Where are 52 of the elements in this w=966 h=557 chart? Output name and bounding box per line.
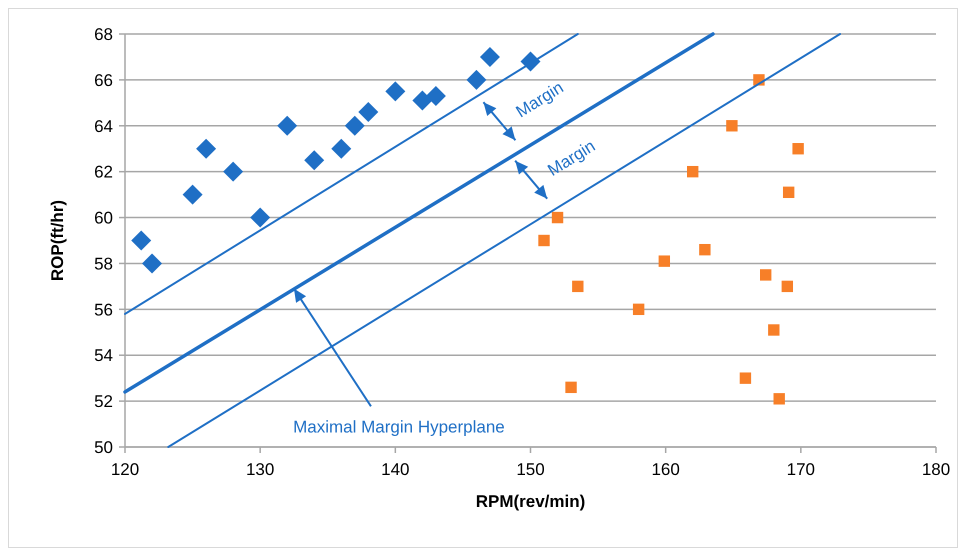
y-tick-label: 62 bbox=[94, 162, 113, 182]
point bbox=[142, 253, 162, 274]
point bbox=[277, 116, 298, 136]
point bbox=[412, 90, 432, 111]
y-tick-label: 52 bbox=[94, 392, 113, 412]
point bbox=[426, 86, 446, 106]
point bbox=[131, 230, 152, 250]
annotation: Maximal Margin Hyperplane bbox=[293, 417, 505, 436]
point bbox=[304, 150, 324, 170]
point bbox=[740, 372, 752, 384]
x-tick-label: 180 bbox=[922, 460, 950, 479]
point bbox=[538, 234, 550, 246]
x-axis-title: RPM(rev/min) bbox=[476, 492, 586, 511]
point bbox=[774, 393, 785, 405]
x-tick-label: 120 bbox=[110, 460, 140, 479]
point bbox=[565, 382, 577, 394]
point bbox=[385, 81, 406, 102]
point bbox=[250, 208, 270, 228]
point bbox=[552, 212, 564, 224]
y-tick-label: 58 bbox=[94, 254, 113, 274]
point bbox=[760, 269, 772, 281]
point bbox=[466, 70, 486, 90]
x-tick-label: 150 bbox=[516, 460, 545, 479]
point bbox=[768, 324, 780, 336]
point bbox=[358, 102, 378, 122]
point bbox=[480, 46, 500, 67]
point bbox=[331, 138, 352, 159]
point bbox=[658, 255, 670, 267]
y-tick-label: 60 bbox=[94, 208, 113, 228]
point bbox=[182, 184, 203, 205]
point bbox=[726, 120, 738, 132]
x-tick-label: 130 bbox=[246, 460, 274, 479]
y-tick-label: 66 bbox=[94, 70, 113, 90]
x-tick-label: 160 bbox=[651, 460, 680, 479]
point bbox=[223, 162, 244, 182]
y-tick-label: 56 bbox=[94, 300, 113, 320]
point bbox=[792, 143, 804, 154]
point bbox=[344, 116, 365, 136]
point bbox=[687, 166, 698, 178]
point bbox=[632, 304, 644, 316]
point bbox=[196, 138, 216, 159]
x-tick-label: 170 bbox=[786, 460, 816, 479]
point bbox=[572, 280, 584, 292]
point bbox=[699, 244, 711, 256]
y-axis-title: ROP(ft/hr) bbox=[48, 200, 67, 282]
y-tick-label: 64 bbox=[94, 116, 113, 136]
y-tick-label: 68 bbox=[94, 25, 113, 44]
y-tick-label: 50 bbox=[94, 438, 113, 457]
y-tick-label: 54 bbox=[94, 346, 113, 366]
point bbox=[782, 186, 794, 198]
point bbox=[782, 280, 794, 292]
x-tick-label: 140 bbox=[381, 460, 410, 479]
